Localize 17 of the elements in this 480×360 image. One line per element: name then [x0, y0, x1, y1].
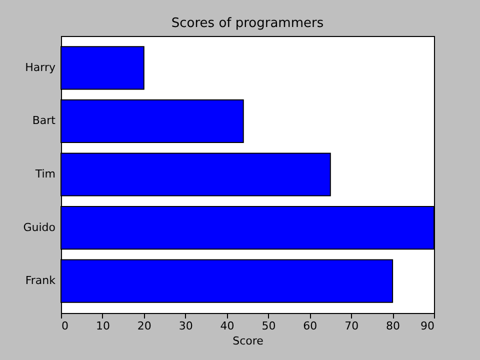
x-tick-label: 50: [262, 320, 276, 332]
x-tick-label: 40: [220, 320, 234, 332]
x-tick-label: 60: [303, 320, 318, 332]
x-tick-label: 30: [178, 320, 193, 332]
x-tick-label: 70: [344, 320, 359, 332]
x-tick-label: 90: [420, 320, 434, 332]
x-axis-title: Score: [232, 334, 264, 348]
x-tick-label: 0: [62, 320, 68, 332]
chart-title: Scores of programmers: [171, 16, 324, 31]
y-tick-label: Guido: [23, 220, 56, 234]
y-tick-label: Bart: [32, 114, 56, 128]
y-tick-label: Frank: [25, 274, 56, 288]
x-tick-label: 20: [137, 320, 152, 332]
y-tick-label: Tim: [34, 168, 56, 180]
y-tick-label: Harry: [25, 60, 56, 74]
x-tick-label: 80: [386, 320, 400, 332]
x-tick-label: 10: [96, 320, 110, 332]
